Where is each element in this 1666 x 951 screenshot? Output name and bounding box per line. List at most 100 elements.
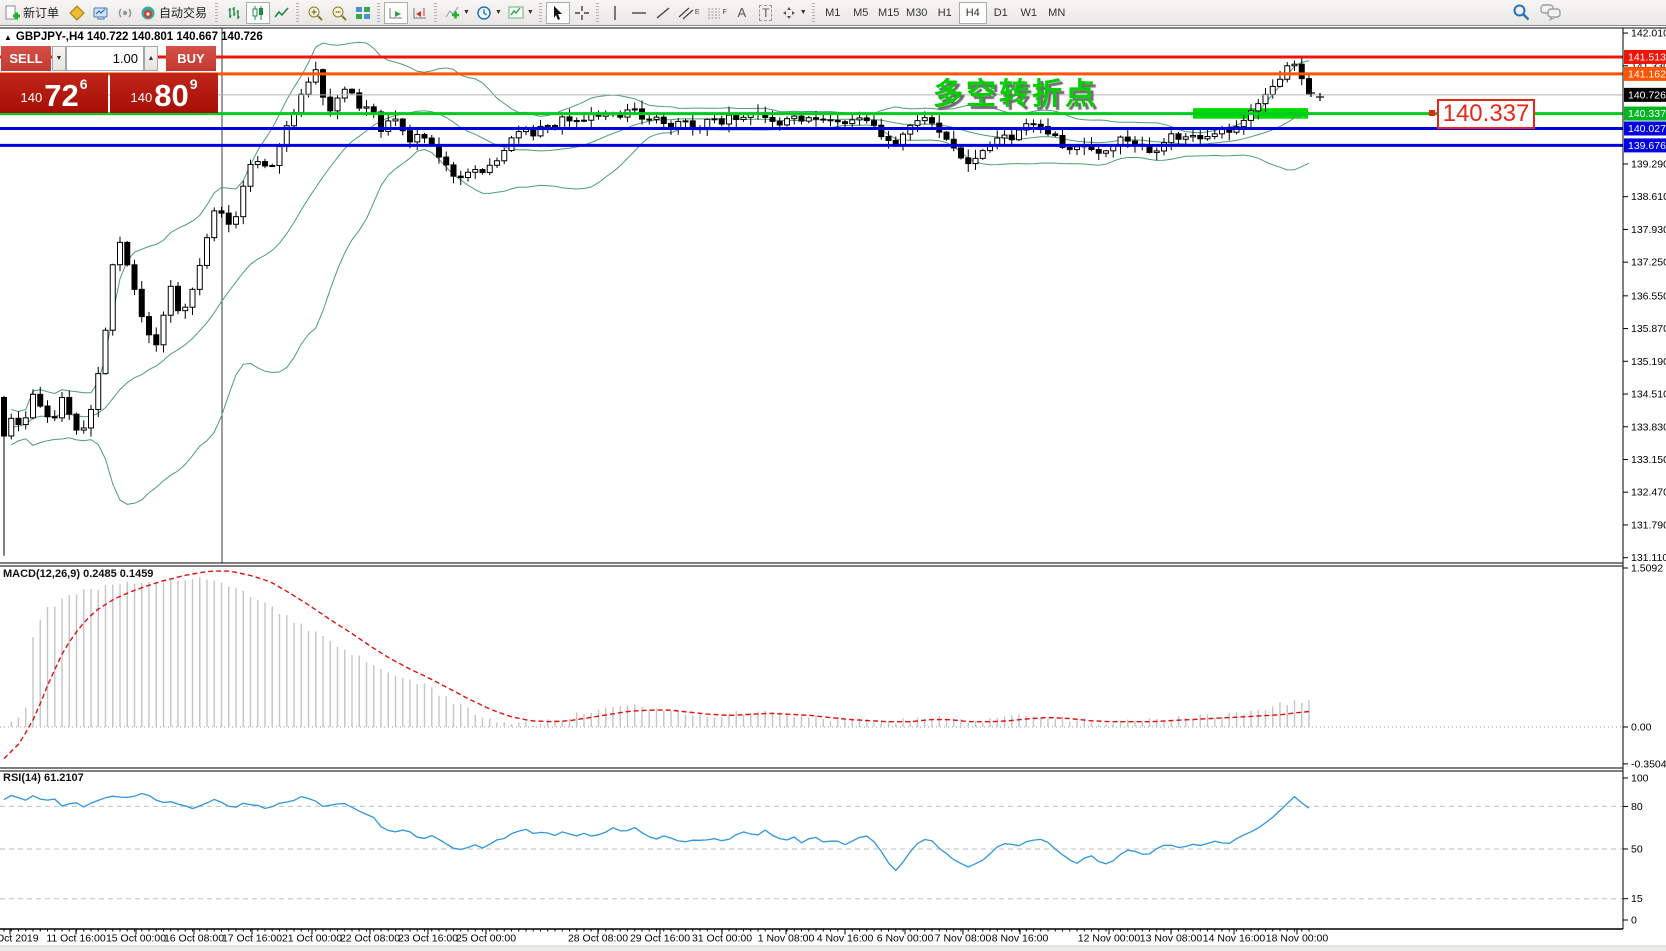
timeframe-w1[interactable]: W1 xyxy=(1020,6,1037,19)
line-chart-icon xyxy=(274,6,289,17)
line-chart-type-button[interactable] xyxy=(270,2,294,24)
svg-text:135.190: 135.190 xyxy=(1631,356,1666,368)
signal-button[interactable] xyxy=(113,2,137,24)
profiles-button[interactable] xyxy=(65,2,89,24)
svg-text:21 Oct 00:00: 21 Oct 00:00 xyxy=(282,933,342,945)
bar-chart-type-button[interactable] xyxy=(222,2,246,24)
bar-chart-icon xyxy=(228,6,240,19)
vertical-line-tool-button[interactable] xyxy=(603,2,627,24)
toolbar-grip xyxy=(434,2,438,23)
market-watch-button[interactable] xyxy=(89,2,113,24)
svg-text:-0.3504: -0.3504 xyxy=(1631,758,1666,770)
timeframe-mn[interactable]: MN xyxy=(1048,6,1066,19)
autotrade-icon xyxy=(141,6,155,19)
volume-decrease-button[interactable]: ▼ xyxy=(52,46,66,71)
chevron-down-icon: ▼ xyxy=(799,9,807,16)
price-callout-box: 140.337 xyxy=(1437,99,1535,129)
signal-icon xyxy=(118,8,132,17)
periods-button[interactable]: ▼ xyxy=(473,2,505,24)
svg-text:137.930: 137.930 xyxy=(1631,224,1666,236)
volume-input[interactable]: 1.00 xyxy=(66,46,144,71)
indicators-button[interactable]: ▼ xyxy=(441,2,473,24)
one-click-trading-panel: SELL ▼ 1.00 ▲ BUY 140 72 6 140 80 9 xyxy=(0,44,218,113)
text-tool-button[interactable]: A xyxy=(730,2,754,24)
timeframe-d1[interactable]: D1 xyxy=(993,6,1008,19)
svg-text:140.027: 140.027 xyxy=(1628,123,1666,135)
buy-price-big: 80 xyxy=(154,78,189,113)
zoom-in-button[interactable] xyxy=(303,2,327,24)
svg-text:25 Oct 00:00: 25 Oct 00:00 xyxy=(456,933,516,945)
chart-ohlc-header: ▲ GBPJPY-,H4 140.722 140.801 140.667 140.… xyxy=(4,31,263,43)
tile-windows-button[interactable] xyxy=(351,2,375,24)
main-chart-layer xyxy=(0,28,1623,563)
svg-text:50: 50 xyxy=(1631,844,1643,856)
svg-text:141.162: 141.162 xyxy=(1628,68,1666,80)
timeframe-h1[interactable]: H1 xyxy=(937,6,952,19)
rsi-indicator-label: RSI(14) 61.2107 xyxy=(3,772,84,784)
channel-tool-button[interactable]: E xyxy=(675,2,703,24)
autotrade-button[interactable]: 自动交易 xyxy=(137,2,213,24)
timeframe-m30[interactable]: M30 xyxy=(906,6,928,19)
auto-scroll-button[interactable] xyxy=(384,1,409,24)
sell-price-big: 72 xyxy=(44,78,79,113)
timeframe-m1[interactable]: M1 xyxy=(825,6,841,19)
templates-button[interactable]: ▼ xyxy=(505,2,537,24)
chat-icon[interactable] xyxy=(1540,3,1562,21)
chart-shift-icon xyxy=(413,7,427,18)
market-watch-icon xyxy=(93,7,108,19)
chevron-down-icon: ▼ xyxy=(463,9,470,16)
svg-text:135.870: 135.870 xyxy=(1631,323,1666,335)
toolbar-grip xyxy=(538,2,542,23)
trendline-icon xyxy=(656,6,670,19)
zoom-out-icon xyxy=(332,6,347,21)
text-label-tool-button[interactable]: T xyxy=(754,2,778,24)
zoom-out-button[interactable] xyxy=(327,2,351,24)
arrows-tool-button[interactable]: ▼ xyxy=(778,2,810,24)
svg-text:133.830: 133.830 xyxy=(1631,421,1666,433)
collapse-triangle-icon[interactable]: ▲ xyxy=(4,33,12,42)
volume-increase-button[interactable]: ▲ xyxy=(144,46,158,71)
svg-text:31 Oct 00:00: 31 Oct 00:00 xyxy=(692,933,752,945)
buy-price-sup: 9 xyxy=(189,76,198,92)
cursor-tool-button[interactable] xyxy=(545,1,570,24)
sell-price-display[interactable]: 140 72 6 xyxy=(0,73,108,113)
svg-text:80: 80 xyxy=(1631,801,1643,813)
sell-button[interactable]: SELL xyxy=(1,46,51,71)
chart-shift-button[interactable] xyxy=(408,2,432,24)
crosshair-icon xyxy=(574,5,589,20)
new-order-button[interactable]: 新订单 xyxy=(1,2,65,24)
horizontal-line-tool-button[interactable] xyxy=(627,2,651,24)
svg-text:7 Nov 08:00: 7 Nov 08:00 xyxy=(935,933,992,945)
price-axis[interactable]: 142.010141.330139.290138.610137.930137.2… xyxy=(1623,28,1666,927)
text-tool-icon: A xyxy=(737,5,747,20)
horizontal-line-icon xyxy=(631,11,646,14)
macd-panel-layer xyxy=(0,570,1623,760)
svg-text:0: 0 xyxy=(1631,915,1637,927)
svg-text:22 Oct 08:00: 22 Oct 08:00 xyxy=(340,933,400,945)
callout-anchor-square xyxy=(1429,110,1435,116)
chevron-down-icon: ▼ xyxy=(526,9,534,16)
svg-text:29 Oct 16:00: 29 Oct 16:00 xyxy=(630,933,690,945)
svg-text:1.5092: 1.5092 xyxy=(1631,563,1663,575)
svg-text:15 Oct 00:00: 15 Oct 00:00 xyxy=(106,933,166,945)
timeframe-m5[interactable]: M5 xyxy=(853,6,869,19)
search-icon[interactable] xyxy=(1512,3,1530,21)
svg-text:133.150: 133.150 xyxy=(1631,454,1666,466)
timeframe-h4[interactable]: H4 xyxy=(958,1,987,24)
chart-annotation-text: 多空转折点 xyxy=(933,78,1098,111)
svg-text:142.010: 142.010 xyxy=(1631,28,1666,40)
svg-text:23 Oct 16:00: 23 Oct 16:00 xyxy=(398,933,458,945)
buy-price-display[interactable]: 140 80 9 xyxy=(110,73,218,113)
timeframe-m15[interactable]: M15 xyxy=(878,6,900,19)
svg-text:8 Nov 16:00: 8 Nov 16:00 xyxy=(992,933,1049,945)
buy-button[interactable]: BUY xyxy=(166,46,216,71)
crosshair-tool-button[interactable] xyxy=(570,2,594,24)
svg-text:4 Nov 16:00: 4 Nov 16:00 xyxy=(817,933,874,945)
svg-text:140.337: 140.337 xyxy=(1628,108,1666,120)
svg-text:11 Oct 16:00: 11 Oct 16:00 xyxy=(46,933,106,945)
trendline-tool-button[interactable] xyxy=(651,2,675,24)
fibonacci-tool-button[interactable]: F xyxy=(703,2,730,24)
panel-frames xyxy=(0,27,1666,951)
candlestick-type-button[interactable] xyxy=(246,1,271,24)
